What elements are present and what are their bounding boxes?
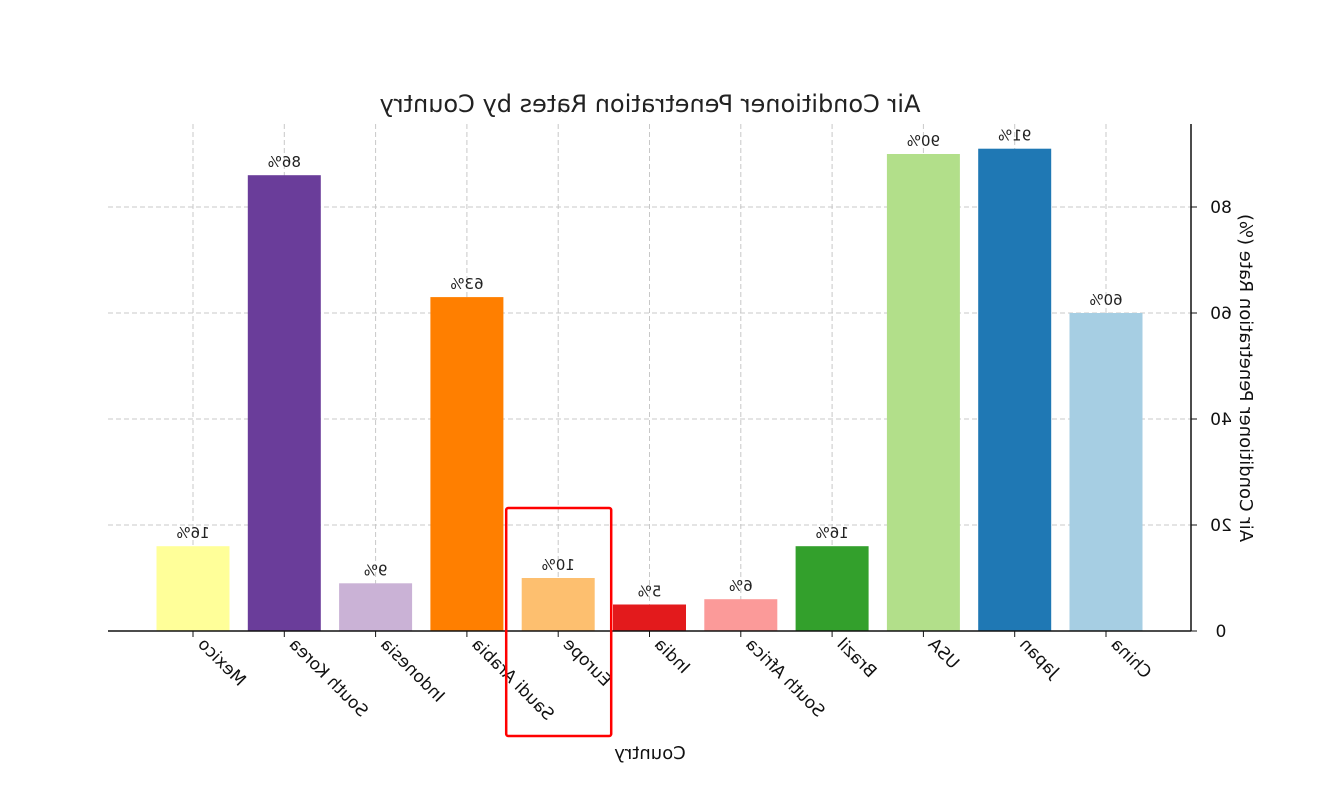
bar-europe (521, 578, 595, 631)
x-category-label: Japan (1015, 634, 1063, 682)
x-category-label: USA (924, 634, 963, 673)
x-category-label: Saudi Arabia (467, 634, 557, 724)
data-label: 16% (815, 524, 848, 542)
bar-mexico (156, 546, 230, 631)
data-label: 63% (450, 275, 483, 293)
x-category-label: South Africa (741, 634, 828, 721)
data-label: 9% (364, 561, 388, 579)
data-label: 91% (998, 127, 1031, 145)
bar-japan (978, 148, 1052, 631)
data-label: 60% (1089, 291, 1122, 309)
bar-brazil (795, 546, 869, 631)
bar-usa (886, 154, 960, 631)
bar-china (1069, 313, 1143, 631)
data-labels-layer: 60% 91% 90% 16% 6% 5% 10% 63% 9% 86% 16% (176, 127, 1122, 601)
data-label: 86% (268, 153, 301, 171)
y-tick-label: 20 (1210, 516, 1232, 536)
x-category-label: Brazil (833, 634, 881, 682)
x-category-label: India (650, 634, 694, 678)
bar-south-africa (704, 599, 778, 631)
highlight-box (504, 506, 613, 738)
bar-indonesia (339, 583, 413, 631)
x-category-label: South Korea (285, 634, 372, 721)
x-category-label: China (1106, 634, 1154, 682)
x-axis-title: Country (614, 743, 686, 764)
bar-india (613, 604, 686, 631)
y-tick-label: 80 (1210, 198, 1232, 218)
y-axis-title: Air Conditioner Penetration Rate (%) (1235, 214, 1256, 542)
data-label: 6% (729, 577, 753, 595)
y-tick-label: 40 (1210, 410, 1232, 430)
bars-layer (156, 148, 1143, 631)
data-label: 90% (907, 132, 940, 150)
y-tick-label: 0 (1216, 622, 1227, 642)
data-label: 10% (542, 556, 575, 574)
x-category-label: Indonesia (376, 634, 448, 706)
data-label: 16% (176, 524, 209, 542)
bar-saudi-arabia (430, 297, 504, 631)
chart-title: Air Conditioner Penetration Rates by Cou… (380, 90, 921, 118)
y-ticks-layer: 0 20 40 60 80 (1191, 198, 1232, 642)
y-tick-label: 60 (1210, 304, 1232, 324)
x-category-label: Europe (559, 634, 615, 690)
x-category-label: Mexico (193, 634, 249, 690)
bar-south-korea (247, 175, 321, 631)
data-label: 5% (638, 583, 662, 601)
